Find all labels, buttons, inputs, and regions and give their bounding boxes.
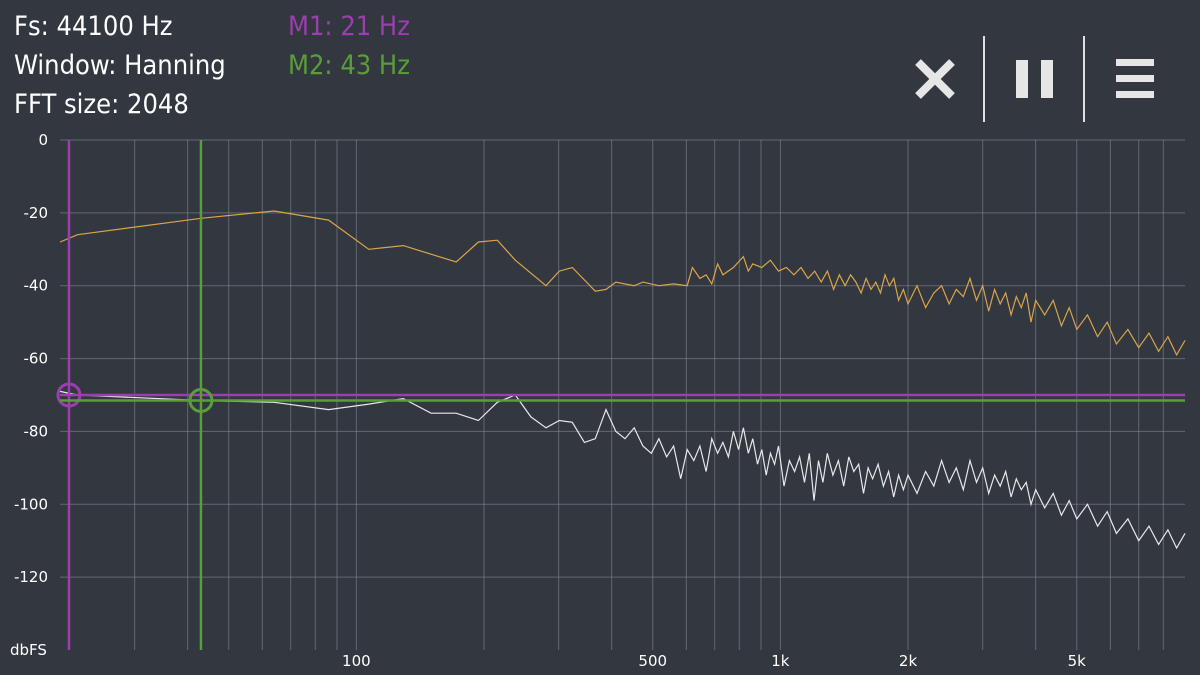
y-tick-label: 0 — [38, 131, 48, 149]
pause-button[interactable] — [996, 40, 1074, 118]
x-tick-label: 1k — [771, 652, 790, 670]
y-tick-label: -20 — [24, 204, 49, 222]
y-axis-label: dbFS — [10, 641, 47, 659]
toolbar-divider — [1083, 36, 1085, 122]
y-tick-label: -100 — [14, 495, 48, 513]
marker-2-handle — [188, 387, 214, 413]
y-tick-label: -60 — [24, 350, 49, 368]
close-icon — [915, 59, 955, 99]
x-tick-label: 500 — [638, 652, 667, 670]
sample-rate-label: Fs: 44100 Hz — [14, 11, 173, 42]
x-tick-label: 2k — [899, 652, 918, 670]
y-tick-label: -80 — [24, 422, 49, 440]
window-type-label: Window: Hanning — [14, 50, 226, 81]
menu-icon — [1116, 59, 1154, 98]
x-tick-label: 100 — [342, 652, 371, 670]
spectrum-series-line — [59, 390, 1186, 550]
marker-1-handle — [56, 382, 82, 408]
toolbar-divider — [983, 36, 985, 122]
marker-1-label: M1: 21 Hz — [288, 11, 410, 42]
y-tick-label: -40 — [24, 277, 49, 295]
x-tick-label: 5k — [1068, 652, 1087, 670]
y-tick-label: -120 — [14, 568, 48, 586]
peak-series-line — [59, 210, 1186, 357]
close-button[interactable] — [896, 40, 974, 118]
menu-button[interactable] — [1096, 40, 1174, 118]
marker-2-label: M2: 43 Hz — [288, 50, 410, 81]
pause-icon — [1016, 60, 1053, 98]
fft-size-label: FFT size: 2048 — [14, 89, 189, 120]
